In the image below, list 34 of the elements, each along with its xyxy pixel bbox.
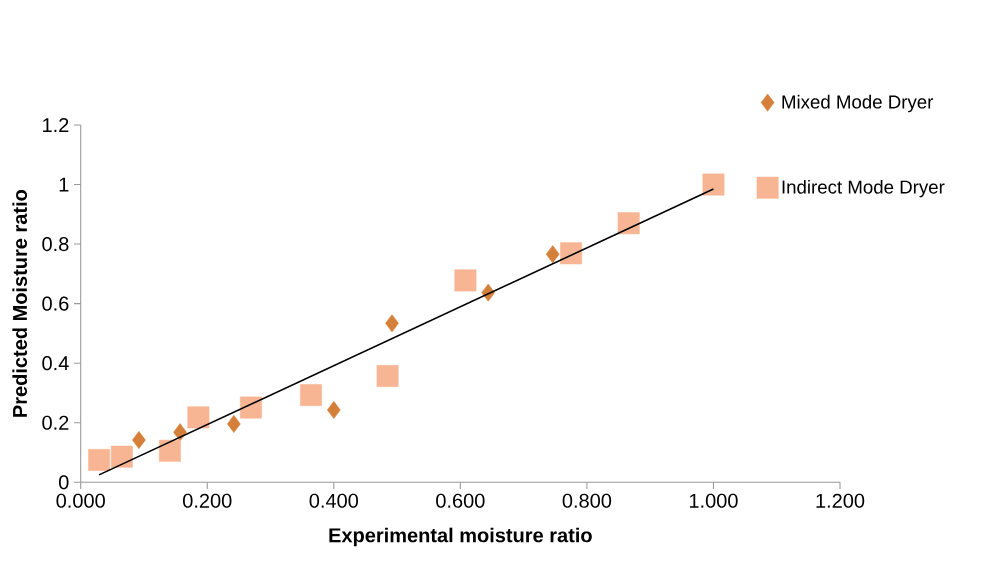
x-tick-label: 1.000 [689,493,738,508]
x-tick-label: 0.200 [183,493,232,508]
point [617,212,640,235]
point [300,384,322,406]
y-tick-label: 1 [59,177,69,192]
point [110,445,133,468]
y-tick-label: 1.2 [43,118,69,132]
point [385,314,399,333]
y-tick-label: 0 [58,475,69,490]
point [227,415,241,433]
point [376,365,399,387]
legend-label: Mixed Mode Dryer [782,94,934,113]
y-tick-label: 0.6 [42,296,69,311]
point [560,242,583,265]
point [545,245,560,264]
x-tick-label: 0.400 [309,493,359,508]
y-tick-label: 0.8 [42,237,69,252]
point [239,396,262,419]
point [187,406,210,429]
x-tick-label: 0.000 [56,493,105,508]
point [158,439,181,462]
x-tick-label: 0.600 [436,493,485,508]
point [132,431,146,449]
y-tick-label: 0.4 [42,356,69,371]
point [327,401,341,419]
point [88,449,110,471]
point [702,173,725,196]
x-axis-title: Experimental moisture ratio [329,527,592,547]
x-tick-label: 1.200 [816,493,865,508]
y-tick-label: 0.2 [42,415,69,430]
x-tick-label: 0.800 [562,493,612,508]
legend-label: Indirect Mode Dryer [782,179,945,198]
point [454,269,477,292]
y-axis-title: Predicted Moisture ratio [12,189,28,417]
